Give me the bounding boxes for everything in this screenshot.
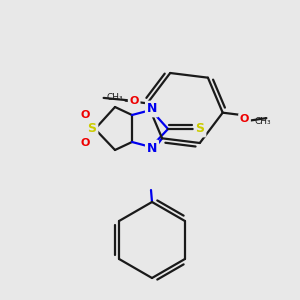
Text: S: S bbox=[196, 122, 205, 136]
Text: O: O bbox=[240, 114, 249, 124]
Text: N: N bbox=[147, 103, 157, 116]
Text: O: O bbox=[130, 96, 139, 106]
Text: CH₃: CH₃ bbox=[254, 117, 271, 126]
Text: N: N bbox=[147, 142, 157, 154]
Text: O: O bbox=[80, 110, 90, 120]
Text: O: O bbox=[80, 138, 90, 148]
Text: CH₃: CH₃ bbox=[106, 93, 123, 102]
Text: S: S bbox=[88, 122, 97, 136]
